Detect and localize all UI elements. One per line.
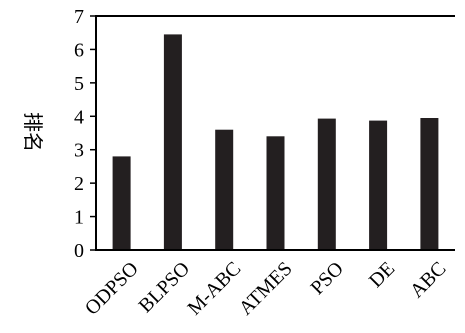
bar-abc xyxy=(420,118,439,250)
bar-odpso xyxy=(112,156,131,250)
y-tick-label-7: 7 xyxy=(74,6,84,28)
bar-m-abc xyxy=(215,129,234,250)
x-tick-label-pso: PSO xyxy=(306,258,348,300)
x-tick-label-blpso: BLPSO xyxy=(135,258,195,318)
y-tick-label-1: 1 xyxy=(74,207,84,229)
axes-layer xyxy=(90,15,455,251)
y-tick-label-0: 0 xyxy=(74,240,84,262)
bars-layer xyxy=(112,34,439,251)
bar-pso xyxy=(317,118,336,250)
bar-atmes xyxy=(266,136,285,250)
bar-de xyxy=(369,120,388,250)
x-tick-label-odpso: ODPSO xyxy=(81,258,143,320)
x-tick-label-de: DE xyxy=(365,258,399,292)
y-tick-label-6: 6 xyxy=(74,39,84,61)
y-tick-label-4: 4 xyxy=(74,106,84,128)
y-tick-label-3: 3 xyxy=(74,140,84,162)
y-axis-label: 排名 xyxy=(21,112,44,152)
x-tick-label-abc: ABC xyxy=(406,258,451,303)
y-tick-label-5: 5 xyxy=(74,73,84,95)
x-tick-label-m-abc: M-ABC xyxy=(183,258,245,320)
x-tick-label-atmes: ATMES xyxy=(235,258,297,320)
bar-blpso xyxy=(163,34,182,251)
y-tick-label-2: 2 xyxy=(74,173,84,195)
